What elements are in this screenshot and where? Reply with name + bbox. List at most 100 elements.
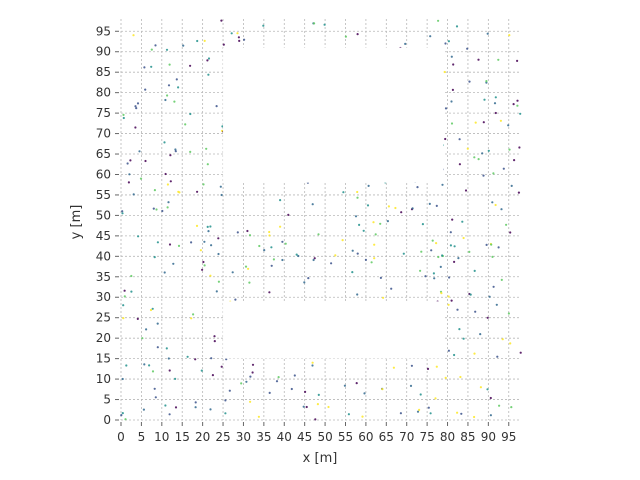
data-point (151, 370, 155, 373)
y-tick-label: 75 (96, 106, 111, 120)
data-point (272, 258, 275, 261)
data-point (394, 206, 397, 210)
data-point (169, 180, 172, 183)
data-point (314, 418, 317, 421)
data-point (122, 317, 125, 320)
data-point (281, 258, 284, 262)
data-point (215, 105, 218, 108)
data-point (501, 338, 504, 341)
data-point (456, 308, 459, 311)
data-point (206, 59, 209, 62)
data-point (459, 375, 462, 379)
data-point (304, 390, 307, 393)
data-point (222, 43, 225, 46)
y-tick-label: 20 (96, 331, 111, 345)
data-point (200, 369, 203, 372)
x-tick-label: 45 (297, 430, 312, 444)
data-point (491, 255, 494, 258)
data-point (499, 119, 502, 122)
data-point (219, 185, 222, 188)
data-point (361, 415, 364, 418)
data-point (150, 65, 153, 68)
data-point (386, 220, 389, 223)
data-point (217, 237, 220, 240)
data-point (209, 408, 212, 411)
data-point (496, 355, 499, 358)
data-point (356, 190, 359, 194)
data-point (194, 358, 197, 361)
data-point (502, 167, 505, 170)
data-point (123, 289, 126, 292)
data-point (134, 105, 137, 108)
data-point (473, 269, 476, 272)
data-point (450, 55, 453, 58)
data-point (356, 293, 359, 296)
data-point (166, 206, 169, 209)
data-point (347, 413, 350, 416)
data-point (341, 239, 344, 242)
data-point (167, 357, 170, 360)
data-point (167, 201, 170, 204)
data-point (381, 388, 384, 391)
data-point (209, 274, 212, 277)
data-point (485, 243, 488, 246)
data-point (374, 233, 377, 236)
data-point (481, 152, 484, 155)
y-tick-label: 95 (96, 24, 111, 38)
data-point (206, 163, 209, 166)
data-point (508, 148, 511, 151)
y-tick-label: 10 (96, 372, 111, 386)
data-point (203, 264, 206, 267)
y-tick-label: 35 (96, 270, 111, 284)
data-point (494, 111, 497, 115)
data-point (312, 258, 315, 262)
data-point (447, 40, 450, 43)
data-point (174, 150, 177, 153)
data-point (387, 205, 390, 208)
data-point (122, 113, 125, 116)
data-point (344, 35, 347, 38)
x-tick-label: 0 (117, 430, 125, 444)
x-tick-label: 15 (175, 430, 190, 444)
y-tick-label: 60 (96, 167, 111, 181)
data-point (311, 203, 314, 206)
data-point (509, 231, 512, 234)
data-point (516, 99, 519, 102)
data-point (174, 406, 178, 409)
data-point (356, 33, 359, 36)
data-point (464, 189, 468, 192)
x-tick-label: 60 (358, 430, 373, 444)
data-point (419, 269, 422, 272)
data-point (194, 401, 197, 404)
data-point (215, 290, 218, 293)
data-point (486, 316, 489, 319)
data-point (167, 84, 171, 87)
data-point (494, 203, 497, 207)
data-point (166, 183, 169, 186)
data-point (519, 351, 522, 354)
y-tick-label: 0 (103, 413, 111, 427)
x-tick-label: 80 (440, 430, 455, 444)
data-point (466, 47, 469, 50)
data-point (439, 265, 442, 268)
data-point (303, 281, 306, 284)
data-point (379, 276, 382, 279)
data-point (205, 147, 208, 150)
data-point (450, 122, 454, 125)
obstacle-region (223, 301, 444, 359)
y-tick-label: 80 (96, 86, 111, 100)
data-point (456, 411, 459, 414)
y-tick-label: 5 (103, 393, 111, 407)
data-point (373, 257, 376, 260)
data-point (313, 257, 316, 260)
data-point (448, 276, 451, 279)
data-point (500, 208, 503, 211)
data-point (244, 265, 248, 268)
data-point (206, 225, 209, 228)
data-point (177, 190, 180, 193)
data-point (363, 392, 366, 395)
data-point (404, 42, 407, 46)
data-point (435, 204, 438, 207)
data-point (139, 177, 143, 180)
y-tick-label: 55 (96, 188, 111, 202)
